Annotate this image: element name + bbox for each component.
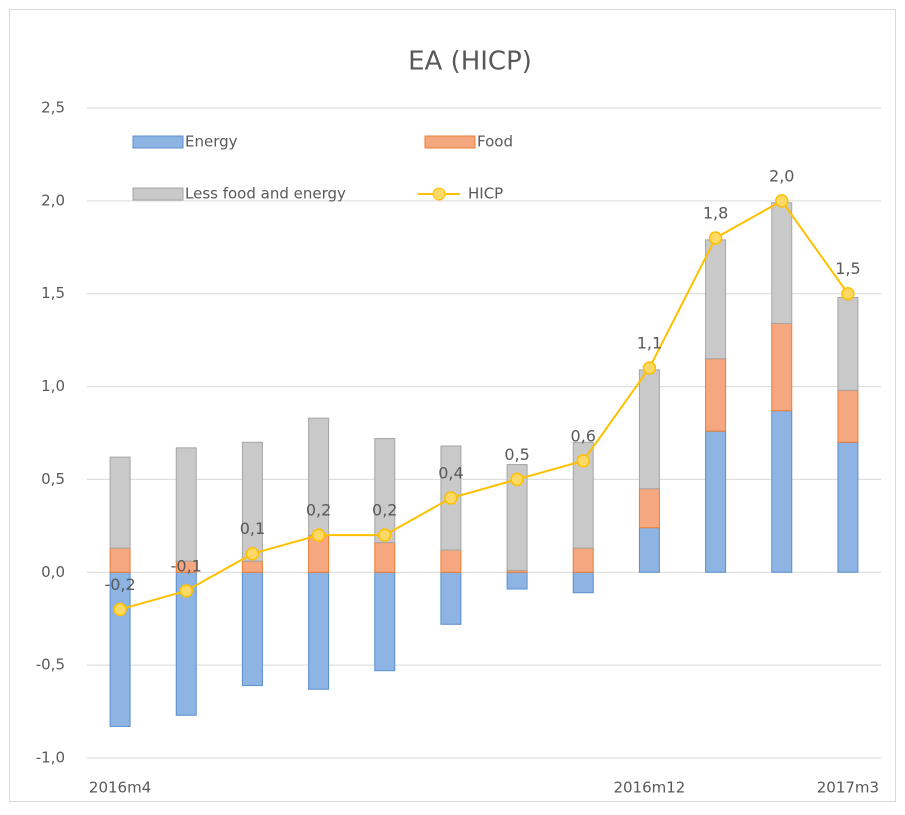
bar-segment — [506, 571, 528, 590]
bar-segment — [837, 441, 859, 573]
data-label: 1,5 — [835, 259, 860, 278]
x-tick-label: 2016m12 — [613, 779, 685, 797]
bar-segment — [837, 296, 859, 391]
legend-marker — [432, 187, 446, 201]
bar-segment — [374, 542, 396, 573]
bar-segment — [506, 464, 528, 571]
line-marker — [775, 194, 789, 208]
legend-label: Less food and energy — [185, 185, 346, 203]
bar-segment — [771, 202, 793, 324]
data-label: 0,6 — [571, 426, 596, 445]
bar-segment — [837, 389, 859, 443]
legend-label: HICP — [468, 185, 503, 203]
data-label: 1,8 — [703, 204, 728, 223]
data-label: 0,2 — [306, 501, 331, 520]
line-marker — [510, 472, 524, 487]
bar-segment — [572, 441, 594, 549]
bar-segment — [440, 571, 462, 625]
bar-segment — [638, 369, 660, 490]
legend-label: Food — [477, 133, 513, 151]
line — [119, 199, 849, 611]
bar-segment — [241, 441, 263, 562]
line-marker — [841, 286, 855, 301]
data-label: 0,2 — [372, 501, 397, 520]
x-tick-label: 2017m3 — [817, 779, 879, 797]
y-tick-label: 2,0 — [41, 191, 65, 209]
line-marker — [113, 602, 127, 617]
data-label: -0,2 — [104, 575, 135, 594]
bar-segment — [308, 571, 330, 690]
x-tick-label: 2016m4 — [89, 779, 151, 797]
line-marker — [378, 528, 392, 542]
legend-label: Energy — [185, 133, 238, 151]
data-label: -0,1 — [171, 556, 202, 575]
bar-segment — [572, 547, 594, 573]
bar-segment — [572, 571, 594, 594]
data-label: 0,5 — [504, 445, 529, 464]
line-marker — [708, 231, 723, 245]
bar-segment — [241, 571, 263, 687]
y-tick-label: 0,0 — [41, 563, 65, 581]
chart-title: EA (HICP) — [408, 47, 532, 77]
bar-segment — [771, 322, 793, 412]
y-tick-label: 0,5 — [41, 470, 65, 488]
bar-segment — [440, 549, 462, 573]
bar-segment — [175, 447, 197, 562]
bar-segment — [374, 571, 396, 672]
line-marker — [444, 491, 458, 505]
bar-segment — [374, 438, 396, 544]
bar-segment — [109, 571, 131, 727]
bar-segment — [638, 527, 660, 573]
legend-swatch — [132, 135, 184, 149]
y-tick-label: 1,5 — [41, 284, 65, 302]
y-tick-label: -0,5 — [36, 656, 65, 674]
line-marker — [576, 454, 590, 468]
bar-segment — [109, 456, 131, 549]
line-marker — [245, 546, 260, 561]
legend-swatch — [132, 187, 184, 201]
y-tick-label: -1,0 — [36, 749, 65, 767]
data-label: 0,4 — [438, 464, 463, 483]
y-tick-label: 2,5 — [41, 99, 65, 117]
line-marker — [311, 528, 326, 542]
bar-segment — [771, 410, 793, 573]
bar-segment — [705, 430, 727, 573]
bar-segment — [109, 547, 131, 573]
line-marker — [179, 584, 193, 598]
y-tick-label: 1,0 — [41, 377, 65, 395]
data-label: 2,0 — [769, 166, 794, 185]
data-label: 1,1 — [637, 334, 662, 353]
bar-segment — [241, 560, 263, 573]
bar-segment — [638, 488, 660, 529]
bar-segment — [705, 239, 727, 360]
line-marker — [642, 361, 657, 375]
bar-segment — [705, 358, 727, 432]
data-label: 0,1 — [240, 519, 265, 538]
legend-swatch — [424, 135, 476, 149]
chart-border — [9, 9, 896, 802]
